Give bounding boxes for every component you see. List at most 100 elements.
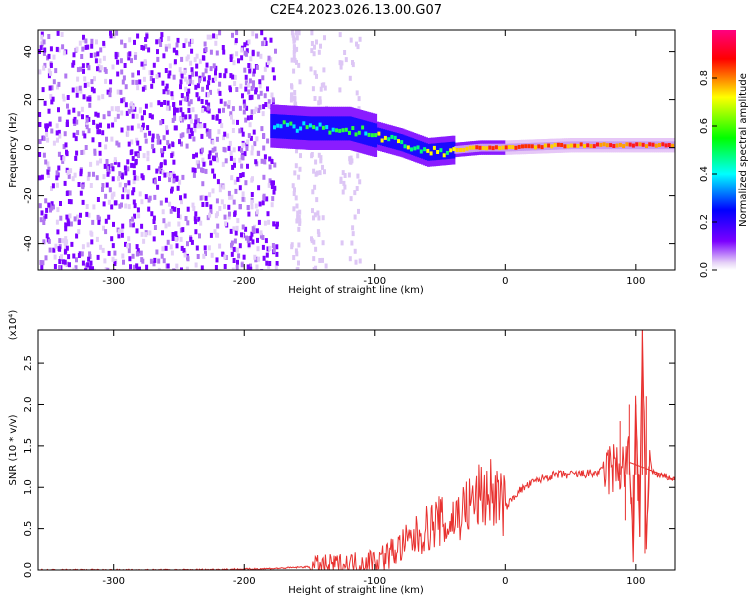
signal-core (377, 131, 381, 136)
noise-cell (111, 256, 115, 262)
noise-cell (229, 228, 233, 234)
noise-cell (315, 73, 318, 79)
noise-cell (130, 125, 134, 131)
noise-cell (173, 106, 176, 112)
noise-cell (87, 128, 91, 134)
noise-cell (62, 50, 66, 56)
noise-cell (209, 66, 213, 72)
noise-cell (293, 90, 297, 95)
noise-cell (114, 200, 118, 206)
noise-cell (211, 147, 215, 153)
signal-core (302, 121, 306, 126)
noise-cell (146, 156, 150, 162)
signal-band (327, 116, 331, 141)
noise-cell (111, 243, 115, 249)
signal-band (319, 116, 323, 141)
noise-cell (76, 67, 80, 73)
noise-cell (57, 81, 61, 87)
noise-cell (153, 225, 157, 230)
noise-cell (263, 220, 267, 226)
noise-cell (62, 156, 66, 162)
noise-cell (181, 227, 185, 233)
noise-cell (135, 251, 139, 257)
noise-cell (251, 51, 255, 57)
noise-cell (188, 114, 192, 120)
noise-cell (231, 267, 235, 270)
signal-core (338, 128, 342, 133)
noise-cell (186, 79, 190, 85)
noise-cell (114, 54, 118, 60)
noise-cell (229, 111, 233, 117)
noise-cell (169, 172, 173, 178)
noise-cell (193, 127, 197, 133)
noise-cell (249, 114, 253, 120)
noise-cell (235, 30, 239, 36)
noise-cell (90, 38, 94, 44)
noise-cell (204, 168, 208, 174)
noise-cell (96, 51, 100, 57)
noise-cell (101, 130, 105, 136)
signal-core (517, 144, 521, 149)
noise-cell (101, 94, 105, 100)
noise-cell (49, 70, 53, 76)
noise-cell (112, 191, 116, 197)
noise-cell (111, 64, 115, 70)
noise-cell (293, 48, 297, 54)
signal-band (403, 135, 407, 153)
noise-cell (102, 174, 106, 180)
noise-cell (132, 104, 135, 110)
noise-cell (150, 70, 154, 76)
noise-cell (271, 67, 275, 73)
noise-cell (353, 190, 357, 196)
noise-cell (164, 68, 168, 73)
noise-cell (171, 142, 175, 148)
signal-core (318, 122, 322, 127)
noise-cell (180, 267, 183, 270)
noise-cell (190, 48, 194, 54)
noise-cell (156, 49, 159, 55)
noise-cell (170, 91, 174, 97)
noise-cell (60, 155, 64, 161)
noise-cell (81, 46, 85, 52)
noise-cell (107, 110, 111, 116)
noise-cell (207, 102, 211, 108)
noise-cell (189, 118, 193, 124)
noise-cell (155, 249, 159, 255)
noise-cell (119, 58, 123, 64)
noise-cell (174, 231, 178, 237)
noise-cell (153, 194, 157, 200)
noise-cell (293, 101, 297, 107)
noise-cell (249, 135, 253, 141)
noise-cell (67, 173, 71, 179)
noise-cell (195, 152, 198, 158)
noise-cell (228, 211, 231, 217)
noise-cell (270, 159, 274, 164)
noise-cell (297, 260, 300, 266)
signal-band (354, 118, 358, 142)
noise-cell (321, 240, 325, 246)
noise-cell (251, 31, 255, 37)
noise-cell (222, 107, 225, 113)
noise-cell (179, 100, 183, 106)
noise-cell (207, 245, 211, 251)
signal-band (442, 142, 446, 160)
signal-band (307, 116, 311, 141)
noise-cell (106, 166, 110, 172)
noise-cell (221, 45, 225, 50)
noise-cell (146, 150, 150, 156)
noise-cell (129, 222, 133, 228)
noise-cell (214, 70, 217, 76)
noise-cell (227, 214, 231, 220)
signal-core (308, 123, 312, 128)
noise-cell (113, 117, 117, 122)
noise-cell (65, 245, 69, 251)
signal-core (612, 144, 616, 148)
noise-cell (201, 194, 205, 200)
noise-cell (159, 162, 163, 168)
noise-cell (253, 141, 257, 147)
signal-core (547, 143, 551, 148)
noise-cell (232, 60, 236, 66)
noise-cell (290, 92, 294, 98)
signal-core (282, 120, 286, 125)
noise-cell (101, 247, 105, 253)
